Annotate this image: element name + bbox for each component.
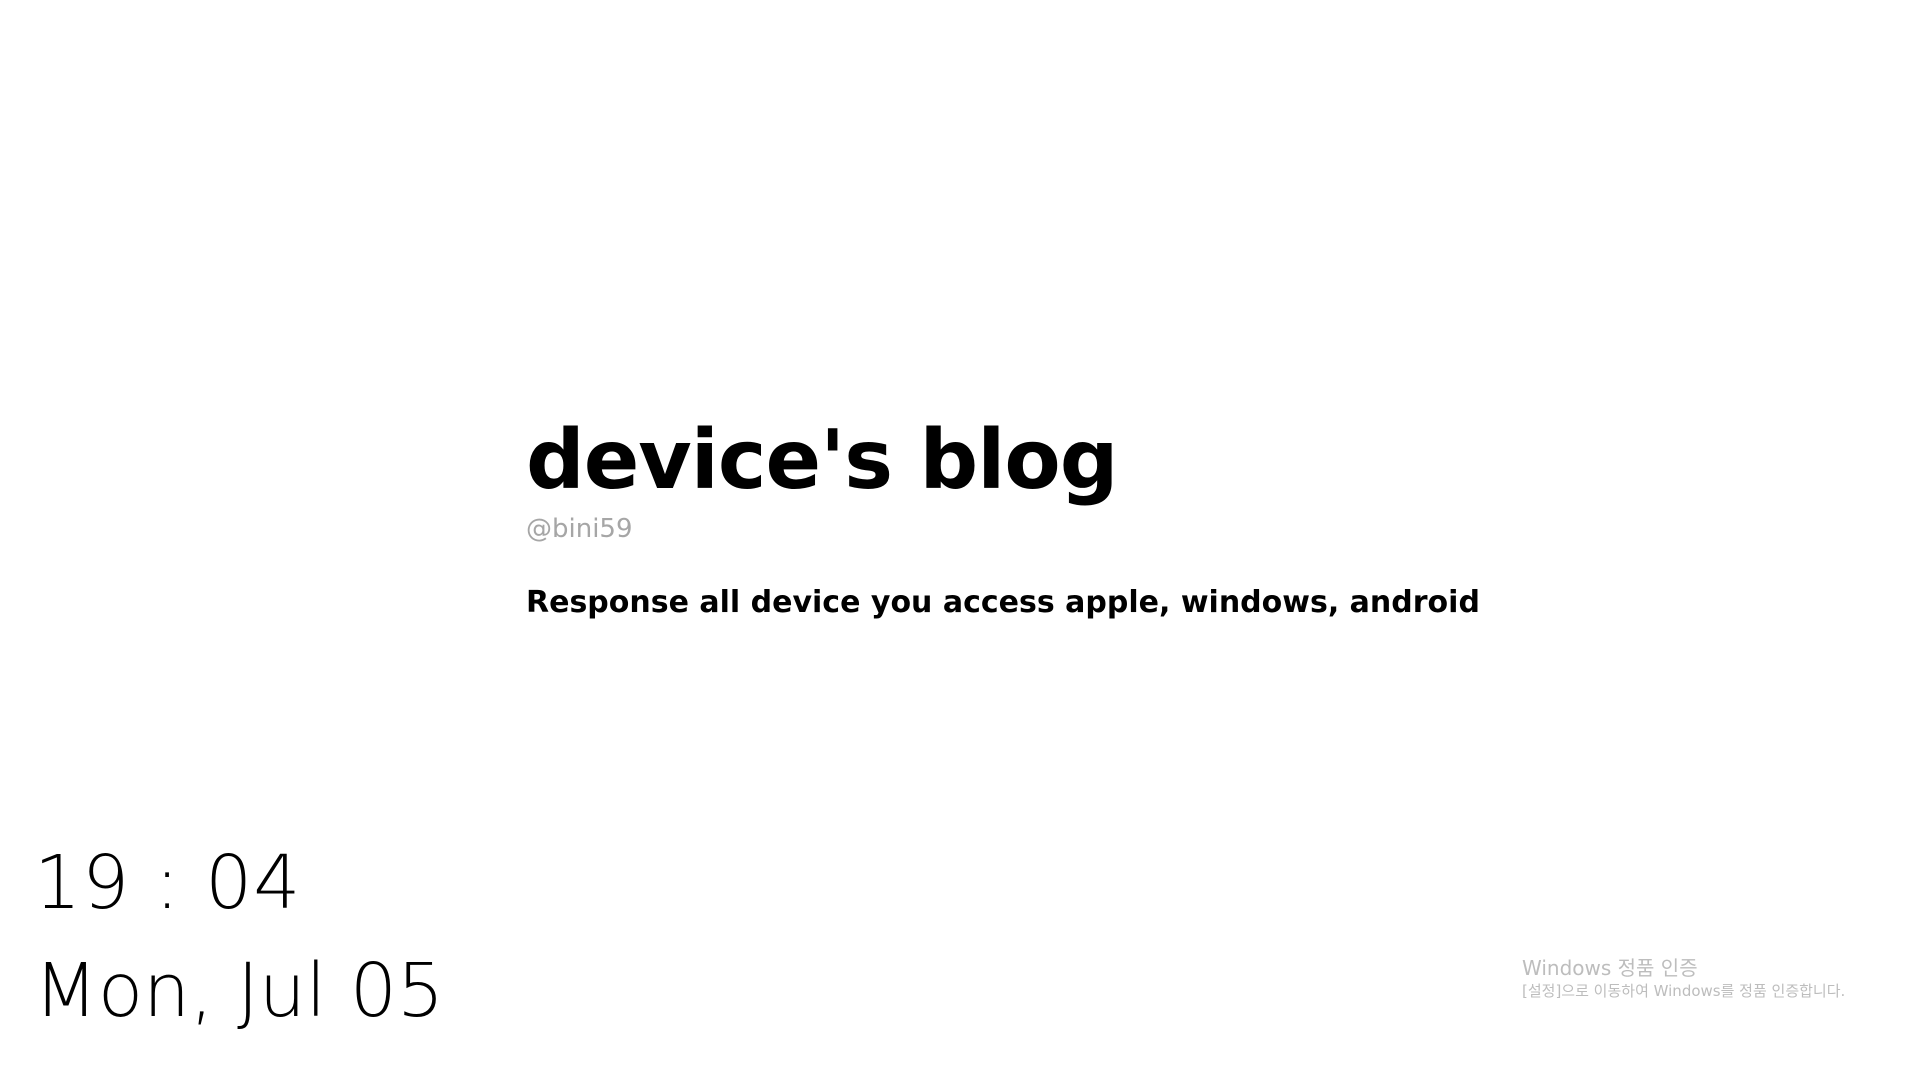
activation-subtitle: [설정]으로 이동하여 Windows를 정품 인증합니다. <box>1522 982 1846 1000</box>
blog-header: device's blog @bini59 Response all devic… <box>526 420 1526 618</box>
clock-time: 19 : 04 <box>34 840 302 926</box>
clock-widget: 19 : 04 Mon, Jul 05 <box>34 846 444 1028</box>
clock-date: Mon, Jul 05 <box>34 948 445 1034</box>
blog-handle[interactable]: @bini59 <box>526 514 633 544</box>
blog-description: Response all device you access apple, wi… <box>526 585 1480 620</box>
activation-title: Windows 정품 인증 <box>1522 956 1698 980</box>
windows-activation-watermark: Windows 정품 인증 [설정]으로 이동하여 Windows를 정품 인증… <box>1522 956 1845 1000</box>
blog-title[interactable]: device's blog <box>526 413 1118 508</box>
